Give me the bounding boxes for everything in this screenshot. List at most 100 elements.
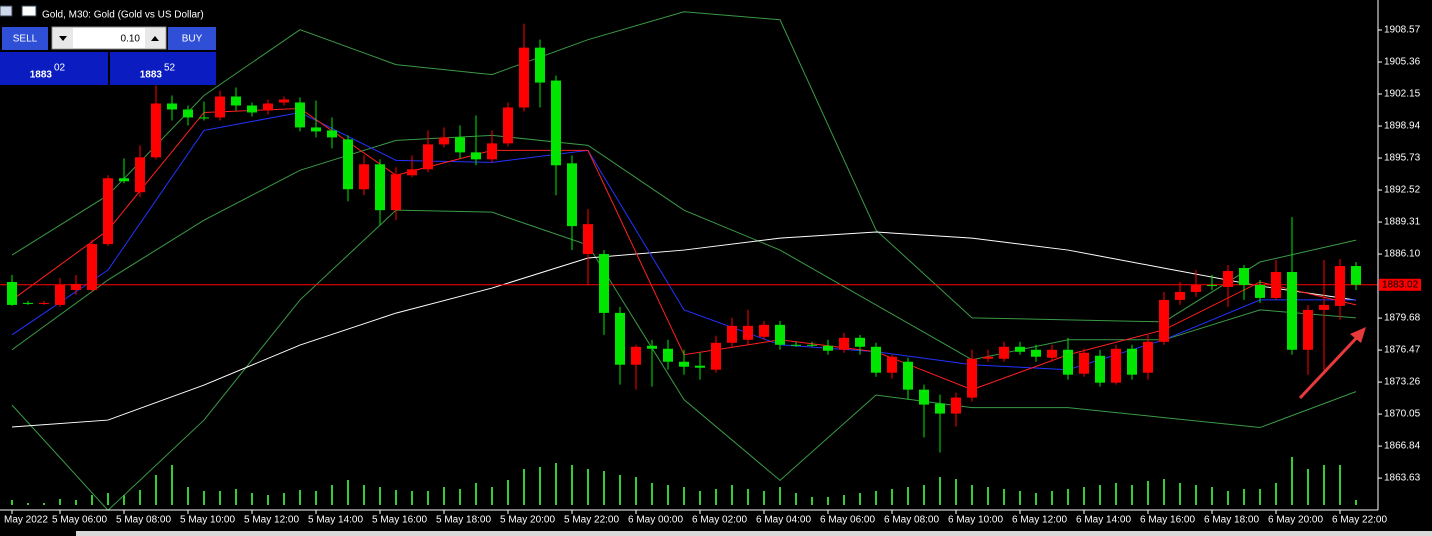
candle-body [359, 164, 369, 190]
x-tick-label: 5 May 06:00 [52, 515, 107, 526]
sell-price-box[interactable] [0, 52, 108, 85]
candle-body [295, 102, 305, 128]
candle-body [903, 361, 913, 390]
candle-body [1319, 304, 1329, 310]
candle-body [1143, 341, 1153, 373]
candle-body [247, 105, 257, 113]
candle-body [343, 139, 353, 190]
arrow-head [1350, 327, 1366, 343]
candle-body [519, 47, 529, 108]
x-tick-label: 6 May 06:00 [820, 515, 875, 526]
candle-body [263, 103, 273, 111]
x-tick-label: 6 May 20:00 [1268, 515, 1323, 526]
price-label: 1883.02 [1382, 279, 1419, 290]
y-tick-label: 1895.73 [1384, 153, 1421, 164]
candle-body [727, 325, 737, 343]
candle-body [7, 281, 17, 305]
candle-body [215, 96, 225, 118]
sell-label[interactable]: SELL [13, 34, 38, 45]
candle-body [471, 152, 481, 160]
icon [0, 5, 13, 17]
buy-price-box[interactable] [110, 52, 216, 85]
candle-body [1191, 284, 1201, 292]
candle-body [871, 346, 881, 373]
candle-body [199, 117, 209, 119]
buy-label[interactable]: BUY [182, 34, 203, 45]
buy-price-big: 1883 [140, 70, 163, 81]
x-tick-label: 6 May 00:00 [628, 515, 683, 526]
candle-body [663, 348, 673, 362]
indicator-line [11, 209, 1357, 512]
candle-body [919, 389, 929, 405]
lot-value[interactable]: 0.10 [121, 34, 141, 45]
candle-body [951, 397, 961, 414]
candle-body [279, 99, 289, 103]
candle-body [823, 345, 833, 351]
arrow [1298, 330, 1364, 400]
price-label-box [1379, 278, 1421, 291]
candle-body [983, 356, 993, 359]
candle-body [1351, 266, 1361, 285]
candle-body [1047, 349, 1057, 358]
y-tick-label: 1889.31 [1384, 217, 1421, 228]
candle-body [1335, 266, 1345, 306]
candle-body [407, 169, 417, 176]
lot-field[interactable] [51, 26, 167, 50]
x-tick-label: 6 May 04:00 [756, 515, 811, 526]
candle-body [1223, 271, 1233, 287]
candle-body [551, 80, 561, 166]
sell-price-big: 1883 [30, 70, 53, 81]
candle-body [439, 137, 449, 145]
candle-body [567, 163, 577, 227]
candle-body [135, 157, 145, 193]
candle-body [535, 47, 545, 83]
candle-body [679, 361, 689, 367]
candle-body [71, 283, 81, 290]
candle-body [855, 337, 865, 347]
candle-body [183, 109, 193, 118]
x-tick-label: May 2022 [4, 515, 48, 526]
candle-body [1031, 349, 1041, 357]
y-tick-label: 1879.68 [1384, 313, 1421, 324]
candle-body [967, 358, 977, 398]
candle-body [1303, 309, 1313, 350]
candle-body [839, 337, 849, 350]
candle-body [39, 302, 49, 304]
y-tick-label: 1873.26 [1384, 377, 1421, 388]
candle-body [423, 144, 433, 170]
arrow [151, 36, 159, 41]
y-tick-label: 1886.10 [1384, 249, 1421, 260]
y-tick-label: 1898.94 [1384, 121, 1421, 132]
sell-button[interactable] [2, 27, 48, 50]
buy-price-small: 52 [164, 63, 176, 74]
y-tick-label: 1866.84 [1384, 441, 1421, 452]
candle-body [487, 143, 497, 160]
icon [21, 5, 37, 17]
frame [76, 531, 1432, 536]
candle-body [119, 178, 129, 182]
candle-body [1271, 272, 1281, 298]
header: Gold, M30: Gold (Gold vs US Dollar) [42, 10, 204, 21]
x-tick-label: 6 May 18:00 [1204, 515, 1259, 526]
candle-body [391, 174, 401, 211]
y-tick-label: 1876.47 [1384, 345, 1421, 356]
y-tick-label: 1863.63 [1384, 473, 1421, 484]
candle-body [311, 127, 321, 132]
y-tick-label: 1870.05 [1384, 409, 1421, 420]
sell-price-small: 02 [54, 63, 66, 74]
candle-body [1079, 352, 1089, 374]
candle-body [87, 244, 97, 290]
candle-body [55, 284, 65, 305]
candle-body [503, 107, 513, 144]
candle-body [583, 224, 593, 255]
buy-button[interactable] [168, 27, 216, 50]
candle-body [647, 345, 657, 349]
candle-body [743, 325, 753, 340]
candle-body [887, 356, 897, 373]
x-tick-label: 6 May 14:00 [1076, 515, 1131, 526]
candle-body [599, 254, 609, 313]
candle-body [775, 324, 785, 345]
